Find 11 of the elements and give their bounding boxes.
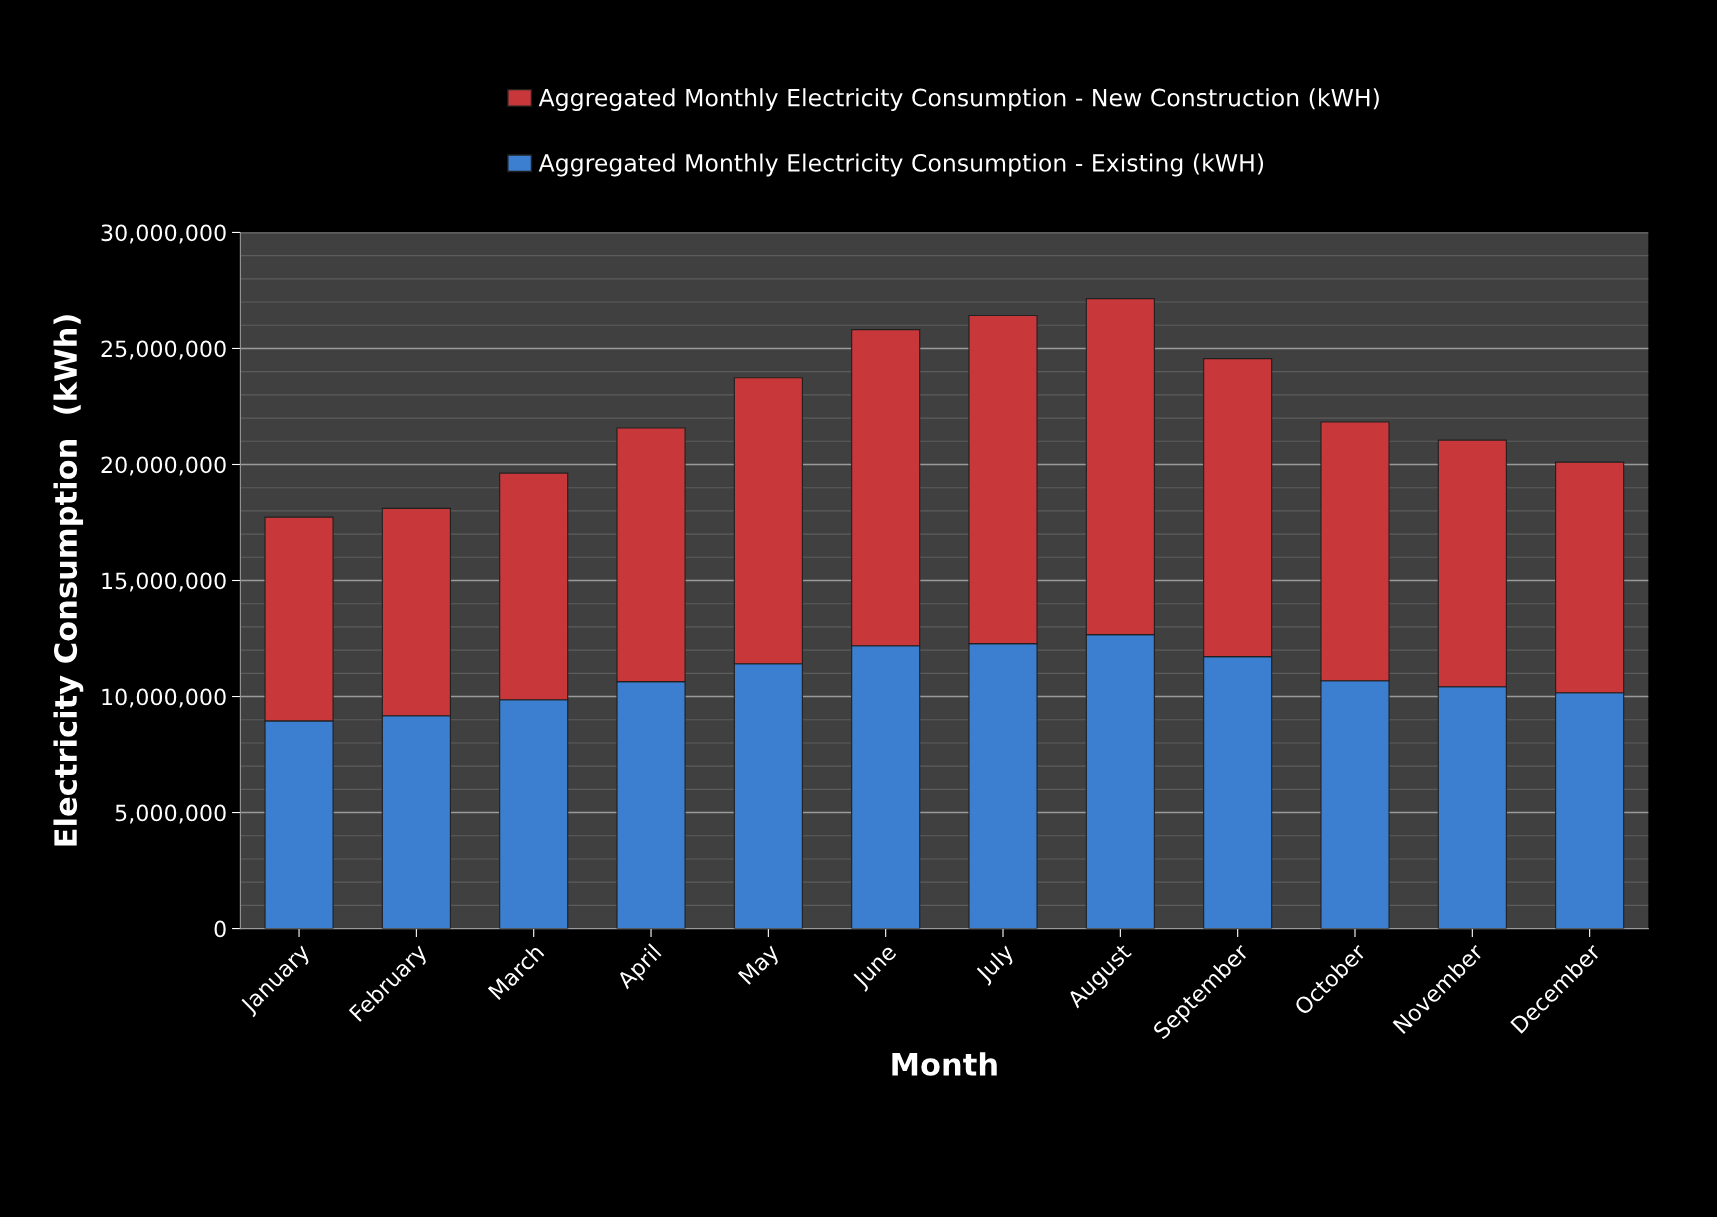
y-tick-label: 10,000,000	[102, 688, 226, 708]
y-tick-label: 25,000,000	[101, 340, 226, 360]
legend-label: Aggregated Monthly Electricity Consumption - New Construction (kWH)	[538, 88, 1379, 112]
x-axis-title: Month	[892, 1052, 997, 1076]
legend-label: Aggregated Monthly Electricity Consumption - Existing (kWH)	[538, 153, 1264, 177]
y-tick-label: 0	[214, 920, 226, 938]
y-tick-label: 20,000,000	[101, 456, 226, 476]
y-tick-label: 5,000,000	[115, 804, 226, 824]
y-tick-label: 30,000,000	[101, 224, 226, 244]
y-tick-label: 15,000,000	[102, 572, 226, 592]
y-axis-title: Electricity Consumption (kWh)	[53, 315, 84, 846]
